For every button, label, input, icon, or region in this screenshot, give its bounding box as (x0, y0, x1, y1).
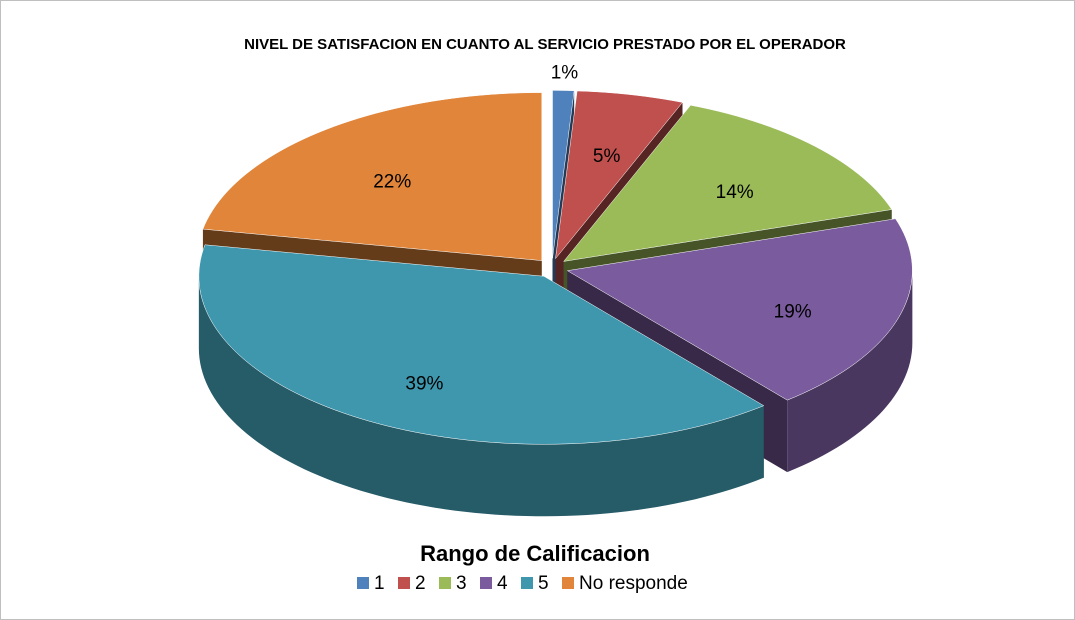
legend-swatch (357, 577, 369, 589)
legend-swatch (480, 577, 492, 589)
slice (563, 104, 893, 262)
legend: 1 2 3 4 5 No responde (357, 573, 688, 594)
legend-label: 3 (456, 573, 467, 594)
legend-title: Rango de Calificacion (420, 541, 650, 566)
slice (566, 218, 913, 401)
slice (552, 90, 575, 259)
data-label: 22% (373, 172, 411, 193)
data-label: 19% (774, 302, 812, 323)
data-label: 39% (405, 374, 443, 395)
legend-swatch (439, 577, 451, 589)
data-label: 1% (551, 63, 579, 84)
slice (555, 90, 683, 260)
chart-title: NIVEL DE SATISFACION EN CUANTO AL SERVIC… (244, 36, 846, 53)
pie: 1% 5% 14% 19% 39% 22% (198, 63, 913, 517)
data-label: 5% (593, 146, 621, 167)
legend-label: 1 (374, 573, 385, 594)
legend-label: 4 (497, 573, 508, 594)
legend-label: No responde (579, 573, 688, 594)
slice (198, 244, 765, 445)
slice-side (787, 270, 913, 473)
legend-swatch (521, 577, 533, 589)
slice (202, 92, 543, 261)
legend-label: 2 (415, 573, 426, 594)
data-label: 14% (716, 182, 754, 203)
legend-label: 5 (538, 573, 549, 594)
legend-swatch (562, 577, 574, 589)
slice-side (198, 276, 764, 517)
legend-swatch (398, 577, 410, 589)
